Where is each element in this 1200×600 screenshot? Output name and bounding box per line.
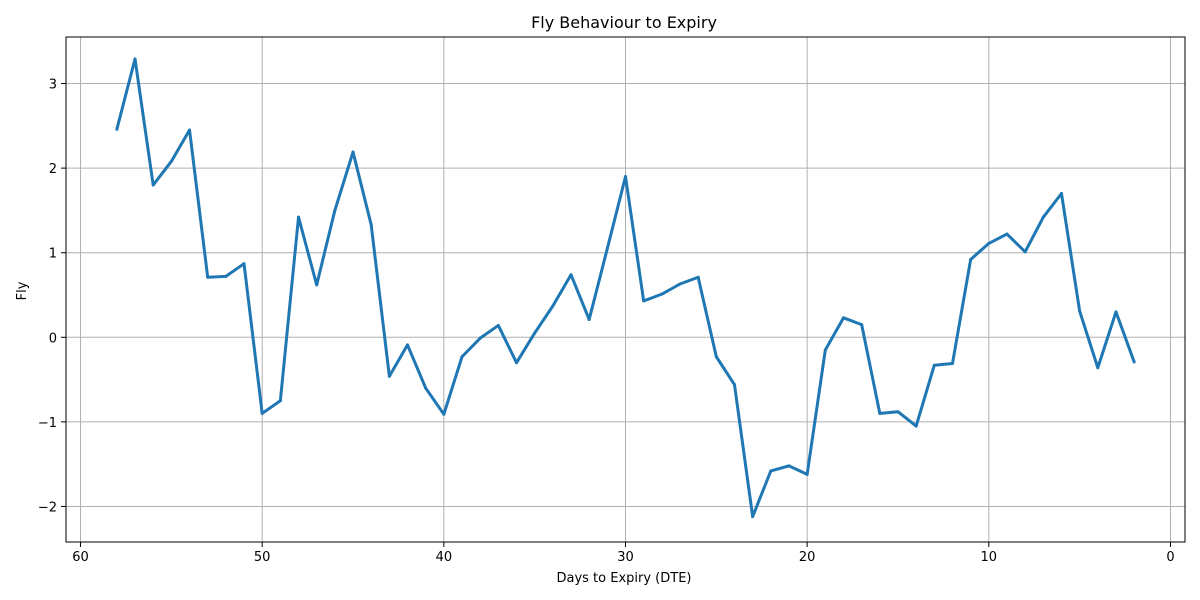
data-point xyxy=(442,412,446,416)
data-point xyxy=(496,323,500,327)
data-point xyxy=(569,273,573,277)
x-tick-label: 40 xyxy=(436,550,453,565)
data-point xyxy=(1005,232,1009,236)
chart-title: Fly Behaviour to Expiry xyxy=(531,13,717,32)
data-point xyxy=(206,275,210,279)
data-point xyxy=(460,355,464,359)
data-point xyxy=(188,128,192,132)
data-point xyxy=(333,208,337,212)
data-point xyxy=(1059,191,1063,195)
data-point xyxy=(841,316,845,320)
y-axis: 3 2 1 0 −1 −2 xyxy=(38,78,66,515)
data-point xyxy=(987,241,991,245)
x-tick-label: 30 xyxy=(617,550,634,565)
x-axis-label: Days to Expiry (DTE) xyxy=(556,571,691,586)
data-point xyxy=(678,282,682,286)
y-tick-label: −1 xyxy=(38,416,57,431)
data-point xyxy=(115,127,119,131)
data-point xyxy=(278,399,282,403)
data-point xyxy=(823,348,827,352)
series-layer xyxy=(115,57,1136,519)
x-tick-label: 20 xyxy=(799,550,816,565)
x-tick-label: 10 xyxy=(981,550,998,565)
data-point xyxy=(624,175,627,179)
data-point xyxy=(605,246,609,250)
data-point xyxy=(732,383,736,387)
data-point xyxy=(369,223,373,227)
data-point xyxy=(878,411,882,415)
data-point xyxy=(533,331,537,335)
data-point xyxy=(224,274,228,278)
data-point xyxy=(551,304,555,308)
y-tick-label: 0 xyxy=(49,331,57,346)
data-point xyxy=(1114,310,1118,314)
data-point xyxy=(950,362,954,366)
data-point xyxy=(478,336,482,340)
y-axis-label: Fly xyxy=(15,281,30,300)
data-point xyxy=(714,355,718,359)
data-point xyxy=(242,262,246,266)
data-point xyxy=(515,361,519,365)
data-point xyxy=(932,363,936,367)
data-point xyxy=(424,386,428,390)
data-point xyxy=(805,472,809,476)
data-point xyxy=(1096,366,1100,370)
data-point xyxy=(151,183,155,187)
data-point xyxy=(751,515,755,519)
data-point xyxy=(642,299,646,303)
data-point xyxy=(1041,215,1045,219)
x-tick-label: 50 xyxy=(254,550,271,565)
data-point xyxy=(587,318,591,322)
data-point xyxy=(169,159,173,163)
data-point xyxy=(315,283,319,287)
data-point xyxy=(260,411,264,415)
data-point xyxy=(787,464,791,468)
data-point xyxy=(660,292,664,296)
y-tick-label: 2 xyxy=(49,162,57,177)
data-point xyxy=(696,275,700,279)
y-tick-label: 3 xyxy=(49,78,57,93)
data-point xyxy=(1023,250,1027,254)
y-tick-label: −2 xyxy=(38,500,57,515)
y-tick-label: 1 xyxy=(49,247,57,262)
data-point xyxy=(1132,360,1136,364)
x-tick-label: 60 xyxy=(72,550,89,565)
data-point xyxy=(387,374,391,378)
data-point xyxy=(914,424,918,428)
data-point xyxy=(1078,309,1082,313)
data-point xyxy=(351,150,355,154)
x-axis: 60 50 40 30 20 10 0 xyxy=(72,542,1175,565)
x-tick-label: 0 xyxy=(1166,550,1174,565)
data-point xyxy=(969,257,973,261)
data-point xyxy=(769,469,773,473)
data-point xyxy=(297,215,301,219)
data-point xyxy=(860,323,864,327)
data-point xyxy=(406,343,410,347)
data-point xyxy=(133,57,137,61)
data-point xyxy=(896,410,900,414)
